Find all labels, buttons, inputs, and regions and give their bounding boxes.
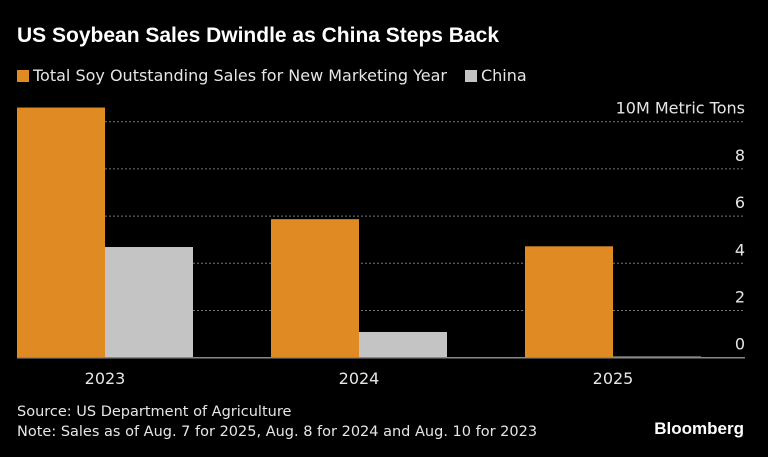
chart-title: US Soybean Sales Dwindle as China Steps … bbox=[17, 24, 500, 47]
y-tick-label: 8 bbox=[735, 146, 745, 165]
x-tick-label: 2023 bbox=[85, 369, 126, 388]
bar-china-2024 bbox=[359, 331, 447, 358]
footnote: Note: Sales as of Aug. 7 for 2025, Aug. … bbox=[17, 424, 538, 440]
source-note: Source: US Department of Agriculture bbox=[17, 404, 292, 420]
legend-label-china: China bbox=[480, 66, 527, 85]
legend-item-total: Total Soy Outstanding Sales for New Mark… bbox=[17, 66, 447, 85]
bar-total-2023 bbox=[17, 107, 105, 358]
legend-swatch-total bbox=[17, 69, 29, 82]
legend-item-china: China bbox=[464, 66, 527, 85]
bar-china-2023 bbox=[105, 247, 193, 358]
bar-total-2025 bbox=[525, 246, 613, 358]
y-tick-label: 2 bbox=[735, 288, 745, 307]
legend-swatch-china bbox=[464, 69, 477, 82]
y-tick-label: 4 bbox=[735, 240, 745, 259]
bloomberg-logo: Bloomberg bbox=[654, 419, 744, 438]
y-tick-label: 6 bbox=[735, 193, 745, 212]
legend-label-total: Total Soy Outstanding Sales for New Mark… bbox=[33, 66, 447, 85]
bar-total-2024 bbox=[271, 219, 359, 358]
y-axis-label: 10M Metric Tons bbox=[616, 99, 745, 118]
y-tick-label: 0 bbox=[735, 335, 745, 354]
x-tick-label: 2024 bbox=[339, 369, 380, 388]
legend: Total Soy Outstanding Sales for New Mark… bbox=[17, 66, 539, 85]
x-tick-label: 2025 bbox=[593, 369, 634, 388]
